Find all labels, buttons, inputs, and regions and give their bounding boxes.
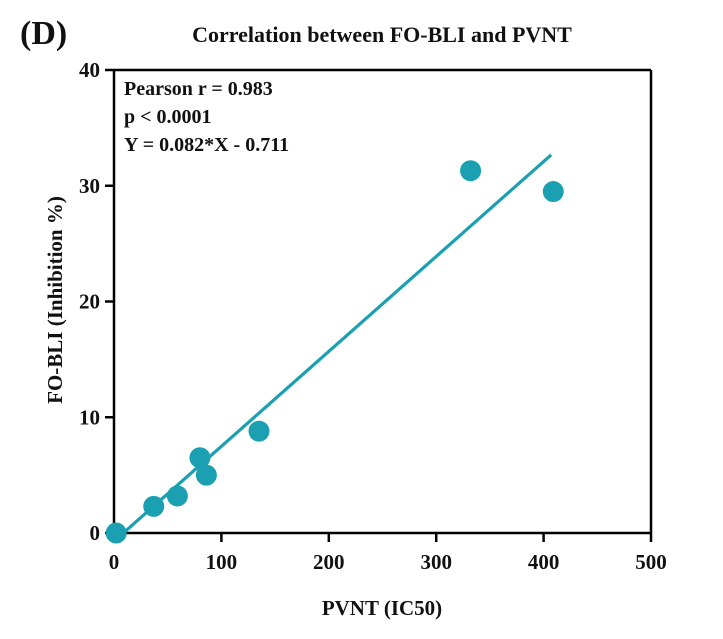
- x-tick-label: 100: [206, 550, 238, 574]
- annotation-p-value: p < 0.0001: [124, 106, 212, 128]
- x-tick-label: 400: [528, 550, 560, 574]
- data-point: [195, 464, 217, 486]
- x-axis-label: PVNT (IC50): [322, 596, 442, 620]
- data-point: [166, 485, 188, 507]
- x-tick-label: 300: [420, 550, 452, 574]
- y-tick-label: 30: [79, 174, 100, 198]
- chart-title: Correlation between FO-BLI and PVNT: [192, 22, 572, 47]
- data-point: [248, 420, 270, 442]
- regression-line: [122, 153, 553, 534]
- y-tick-label: 20: [79, 290, 100, 314]
- annotation-equation: Y = 0.082*X - 0.711: [124, 134, 289, 156]
- annotation-pearson: Pearson r = 0.983: [124, 78, 273, 100]
- y-axis-label: FO-BLI (Inhibition %): [43, 196, 67, 404]
- x-tick-label: 500: [635, 550, 667, 574]
- data-point: [460, 160, 482, 182]
- x-tick-label: 0: [109, 550, 120, 574]
- y-tick-label: 10: [79, 405, 100, 429]
- y-tick-label: 0: [90, 521, 101, 545]
- x-tick-label: 200: [313, 550, 345, 574]
- data-point: [105, 522, 127, 544]
- plot-area: 0 100 200 300 400 500 0 10 20 30 40: [79, 58, 667, 574]
- data-point: [542, 181, 564, 203]
- panel-label: (D): [20, 15, 67, 52]
- y-tick-label: 40: [79, 58, 100, 82]
- data-point: [189, 447, 211, 469]
- data-point: [143, 495, 165, 517]
